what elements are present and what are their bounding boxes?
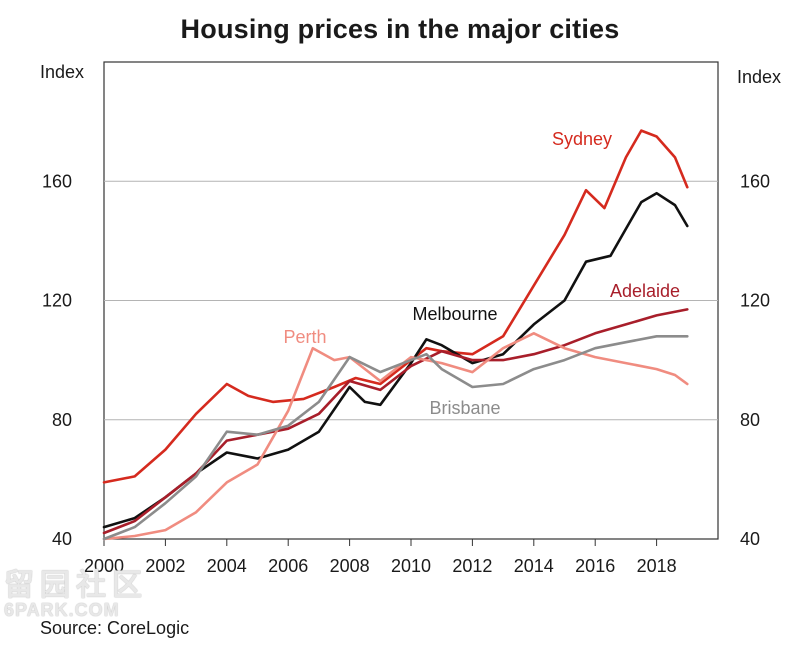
x-tick-label-2006: 2006 [268,556,308,576]
x-tick-label-2012: 2012 [452,556,492,576]
y-tick-label-right-160: 160 [740,171,770,191]
x-tick-label-2014: 2014 [514,556,554,576]
series-label-adelaide: Adelaide [610,281,680,301]
y-tick-label-left-40: 40 [52,529,72,549]
y-tick-label-right-120: 120 [740,291,770,311]
series-label-brisbane: Brisbane [429,398,500,418]
y-tick-label-right-80: 80 [740,410,760,430]
x-tick-label-2010: 2010 [391,556,431,576]
x-tick-label-2000: 2000 [84,556,124,576]
y-axis-unit-left: Index [40,62,85,82]
x-tick-label-2018: 2018 [637,556,677,576]
series-label-sydney: Sydney [552,129,612,149]
y-tick-label-left-80: 80 [52,410,72,430]
series-line-brisbane [102,335,689,541]
series-line-sydney [102,129,689,484]
source-note: Source: CoreLogic [40,618,190,638]
chart-title: Housing prices in the major cities [180,14,620,44]
series-label-perth: Perth [283,327,326,347]
x-tick-label-2016: 2016 [575,556,615,576]
watermark-site: 6PARK.COM [4,600,120,620]
series-line-adelaide [102,308,689,535]
x-tick-label-2004: 2004 [207,556,247,576]
series-line-melbourne [102,191,689,529]
series-line-perth [102,332,689,541]
y-tick-label-left-120: 120 [42,291,72,311]
x-tick-label-2008: 2008 [330,556,370,576]
x-tick-label-2002: 2002 [145,556,185,576]
series-label-melbourne: Melbourne [412,304,497,324]
y-axis-unit-right: Index [737,67,782,87]
y-tick-label-right-40: 40 [740,529,760,549]
watermark: 留园社区 6PARK.COM [4,568,148,622]
watermark-chars: 留园社区 [4,569,148,602]
y-tick-label-left-160: 160 [42,171,72,191]
